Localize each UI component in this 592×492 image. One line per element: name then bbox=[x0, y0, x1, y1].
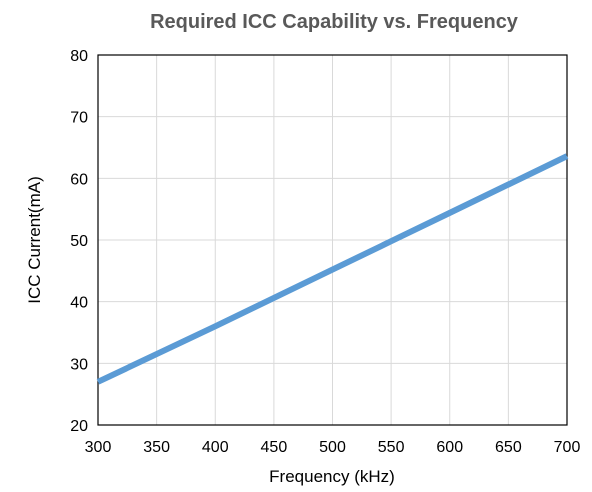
x-tick-label: 400 bbox=[202, 439, 229, 456]
x-axis-ticks: 300 350 400 450 500 550 600 650 700 bbox=[85, 439, 581, 456]
x-tick-label: 700 bbox=[554, 439, 581, 456]
x-axis-label: Frequency (kHz) bbox=[269, 467, 395, 486]
y-axis-label: ICC Current(mA) bbox=[25, 176, 44, 304]
y-tick-label: 60 bbox=[70, 171, 88, 188]
x-tick-label: 650 bbox=[495, 439, 522, 456]
x-tick-label: 350 bbox=[143, 439, 170, 456]
chart-title: Required ICC Capability vs. Frequency bbox=[150, 11, 519, 33]
y-tick-label: 40 bbox=[70, 295, 88, 312]
x-tick-label: 600 bbox=[436, 439, 463, 456]
grid bbox=[98, 55, 567, 425]
x-tick-label: 500 bbox=[319, 439, 346, 456]
y-tick-label: 20 bbox=[70, 418, 88, 435]
y-tick-label: 30 bbox=[70, 356, 88, 373]
series-line bbox=[96, 153, 569, 385]
y-tick-label: 50 bbox=[70, 233, 88, 250]
x-tick-label: 550 bbox=[378, 439, 405, 456]
x-tick-label: 450 bbox=[261, 439, 288, 456]
y-tick-label: 70 bbox=[70, 110, 88, 127]
y-tick-label: 80 bbox=[70, 48, 88, 65]
plot-area bbox=[97, 54, 568, 426]
x-tick-label: 300 bbox=[85, 439, 112, 456]
series-layer bbox=[96, 153, 569, 385]
y-axis-ticks: 20 30 40 50 60 70 80 bbox=[70, 48, 88, 435]
